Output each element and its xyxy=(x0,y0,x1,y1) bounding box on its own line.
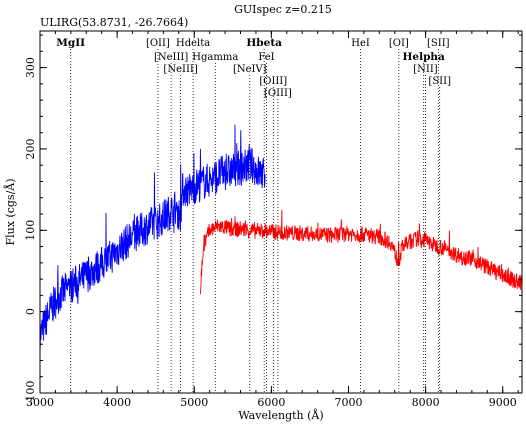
chart-title: GUIspec z=0.215 xyxy=(234,3,332,16)
line-marker-label: MgII xyxy=(56,37,85,49)
line-marker-label: [OII] xyxy=(146,38,170,49)
line-marker-label: [NeIV] xyxy=(233,64,267,75)
plot-frame xyxy=(39,30,523,394)
y-tick-label: -100 xyxy=(24,381,37,406)
y-tick-label: 0 xyxy=(24,308,37,315)
y-tick-label: 300 xyxy=(24,57,37,78)
line-marker-label: [OIII] xyxy=(259,76,287,87)
x-axis-label: Wavelength (Å) xyxy=(238,408,323,422)
line-marker-label: [NII] xyxy=(413,64,438,75)
y-axis-label: Flux (cgs/Å) xyxy=(3,178,17,245)
line-marker-label: Helpha xyxy=(402,51,445,63)
line-marker-label: Hgamma xyxy=(192,52,238,63)
line-marker-label: [SII] xyxy=(427,38,450,49)
line-marker-label: [SII] xyxy=(428,76,451,87)
x-tick-label: 8000 xyxy=(412,396,440,409)
spectrum-series-1 xyxy=(199,209,522,295)
y-tick-label: 100 xyxy=(24,220,37,241)
line-marker-label: [OIII] xyxy=(264,88,292,99)
x-tick-label: 4000 xyxy=(103,396,131,409)
x-tick-label: 6000 xyxy=(257,396,285,409)
chart-subtitle: ULIRG(53.8731, -26.7664) xyxy=(40,16,188,29)
y-tick-label: 200 xyxy=(24,138,37,159)
x-tick-label: 5000 xyxy=(180,396,208,409)
x-tick-label: 9000 xyxy=(489,396,517,409)
line-marker-label: [NeIII] xyxy=(163,64,197,75)
line-marker-label: FeI xyxy=(258,52,274,63)
line-marker-label: [OI] xyxy=(389,38,409,49)
line-marker-label: Hbeta xyxy=(246,37,282,49)
x-tick-label: 7000 xyxy=(334,396,362,409)
line-marker-label: Hdelta xyxy=(176,38,210,49)
spectrum-series-0 xyxy=(40,124,266,355)
line-marker-label: [NeIII] xyxy=(154,52,188,63)
x-tick-label: 3000 xyxy=(26,396,54,409)
line-marker-label: HeI xyxy=(351,38,370,49)
